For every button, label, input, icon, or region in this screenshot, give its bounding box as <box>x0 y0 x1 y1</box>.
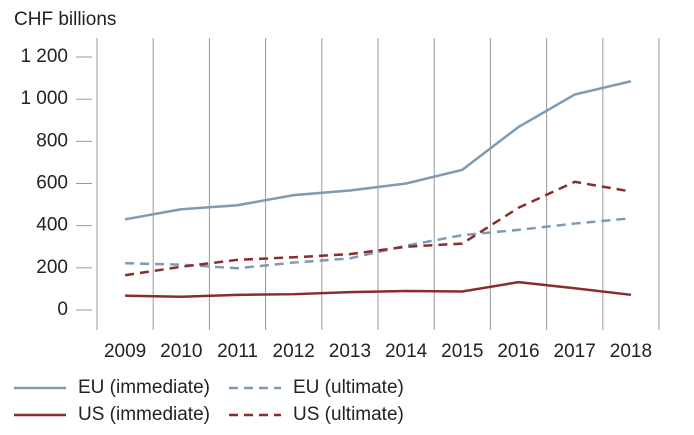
series-line <box>125 280 632 298</box>
x-tick-label: 2013 <box>329 341 371 362</box>
y-tick-label: 1 200 <box>20 46 68 67</box>
series-line <box>124 80 632 221</box>
x-tick-label: 2012 <box>273 341 315 362</box>
x-tick-label: 2011 <box>217 341 258 362</box>
series-line <box>124 180 632 277</box>
legend-label: US (immediate) <box>78 404 210 425</box>
y-tick-label: 1 000 <box>20 88 68 109</box>
y-tick-label: 600 <box>36 173 68 194</box>
y-tick-label: 800 <box>36 130 68 151</box>
x-tick-label: 2018 <box>610 341 652 362</box>
y-tick-label: 400 <box>36 215 68 236</box>
legend-label: EU (immediate) <box>78 377 210 398</box>
legend-label: US (ultimate) <box>293 404 404 425</box>
x-tick-label: 2015 <box>441 341 483 362</box>
x-tick-label: 2017 <box>554 341 596 362</box>
x-tick-label: 2016 <box>497 341 539 362</box>
legend-label: EU (ultimate) <box>293 377 404 398</box>
y-tick-label: 0 <box>57 299 68 320</box>
x-tick-label: 2009 <box>104 341 146 362</box>
y-tick-label: 200 <box>36 257 68 278</box>
y-axis-label: CHF billions <box>14 9 116 30</box>
x-tick-label: 2014 <box>385 341 428 362</box>
series-line <box>125 217 632 270</box>
x-tick-label: 2010 <box>160 341 202 362</box>
